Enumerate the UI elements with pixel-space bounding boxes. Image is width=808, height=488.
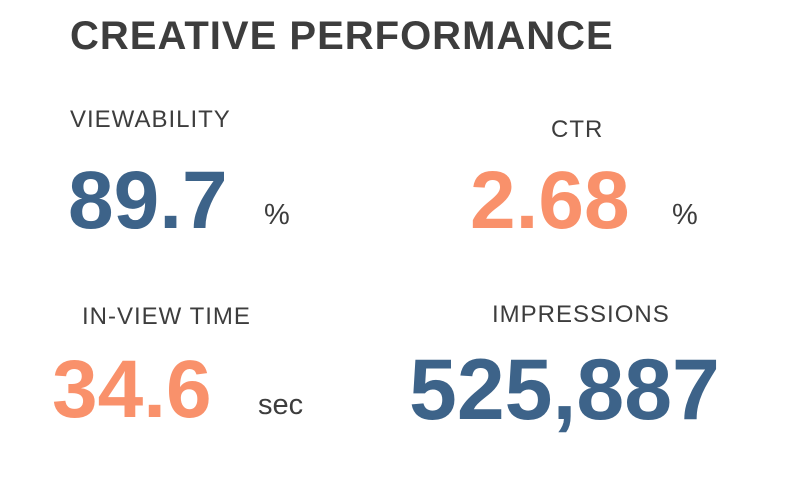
- page-title: CREATIVE PERFORMANCE: [70, 14, 614, 58]
- in-view-time-unit: sec: [258, 389, 304, 421]
- ctr-unit: %: [672, 199, 698, 231]
- impressions-label: IMPRESSIONS: [492, 301, 670, 328]
- viewability-unit: %: [264, 199, 290, 231]
- in-view-time-label: IN-VIEW TIME: [82, 303, 251, 330]
- viewability-value: 89.7: [68, 155, 228, 246]
- ctr-label: CTR: [551, 116, 604, 143]
- in-view-time-value: 34.6: [52, 344, 212, 435]
- ctr-value: 2.68: [470, 155, 630, 246]
- viewability-label: VIEWABILITY: [70, 106, 231, 133]
- impressions-value: 525,887: [409, 342, 720, 438]
